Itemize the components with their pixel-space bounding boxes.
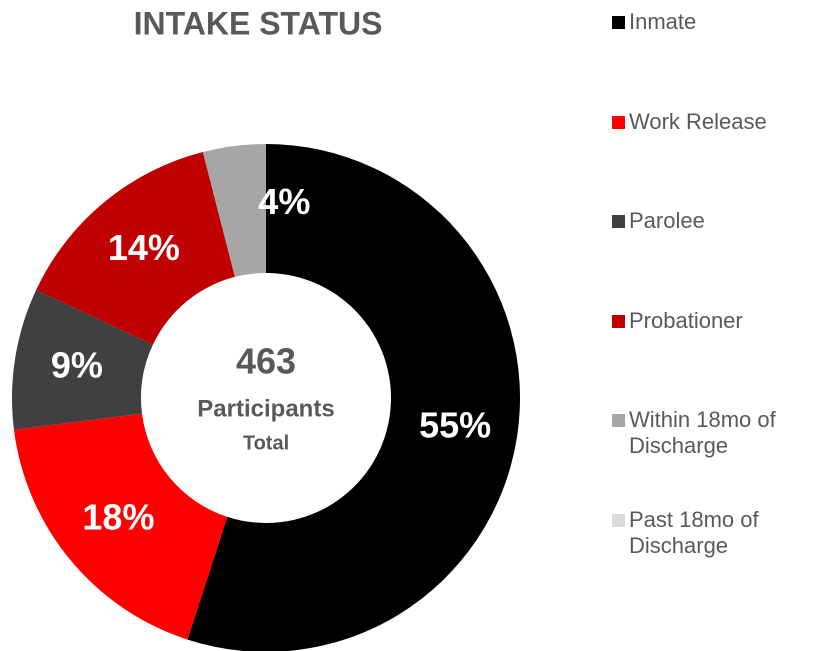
legend-label: Past 18mo of Discharge [629, 506, 759, 558]
data-label: 9% [51, 345, 103, 386]
legend-swatch [612, 115, 625, 129]
chart-title: INTAKE STATUS [134, 5, 383, 41]
slice [187, 144, 520, 651]
slice [202, 144, 266, 277]
legend-item: Past 18mo of Discharge [612, 507, 814, 559]
slice [11, 289, 153, 430]
legend-label: Probationer [629, 307, 743, 333]
legend-swatch [612, 513, 625, 527]
data-label: 14% [108, 227, 180, 268]
legend-item: Probationer [612, 308, 814, 334]
legend-swatch [612, 314, 625, 328]
center-label: Total [243, 432, 289, 454]
data-label: 18% [82, 497, 154, 538]
legend-label: Within 18mo of Discharge [629, 407, 776, 458]
legend-swatch [612, 414, 625, 427]
data-label: 55% [419, 404, 491, 445]
legend-label: Work Release [629, 108, 767, 134]
legend-item: Within 18mo of Discharge [612, 407, 814, 459]
legend-item: Parolee [612, 208, 814, 234]
legend-item: Work Release [612, 109, 814, 135]
legend-item: Inmate [612, 9, 814, 35]
legend-label: Parolee [629, 208, 705, 233]
legend-swatch [612, 16, 625, 29]
chart: INTAKE STATUS 55% 18% 9% 14% 4% 463 Participan… [11, 5, 520, 651]
center-label: 463 [236, 341, 296, 382]
center-label: Participants [197, 395, 334, 422]
legend-label: Inmate [629, 9, 697, 34]
legend-swatch [612, 215, 625, 228]
data-label: 4% [258, 181, 310, 222]
slice [36, 151, 235, 345]
slice [14, 413, 228, 640]
